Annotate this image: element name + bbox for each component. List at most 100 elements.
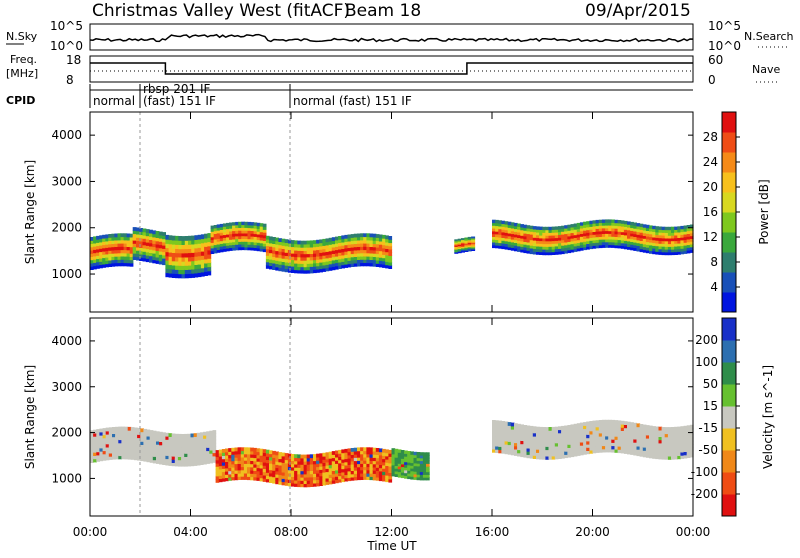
range-time-cell [243, 450, 248, 455]
range-time-cell [226, 245, 230, 249]
range-time-cell [620, 239, 625, 244]
range-time-cell [306, 483, 311, 488]
range-time-cell [171, 439, 176, 444]
range-time-cell [633, 233, 637, 237]
range-time-cell [542, 439, 546, 444]
range-time-cell [216, 246, 221, 250]
range-time-cell [372, 466, 377, 471]
range-time-cell [207, 237, 212, 243]
range-time-cell [269, 239, 273, 244]
range-time-cell [108, 430, 113, 435]
range-time-cell [300, 457, 305, 462]
range-time-cell [124, 436, 129, 441]
range-time-cell [235, 235, 239, 240]
range-time-cell [309, 246, 314, 251]
colorbar-tick-label: 12 [703, 230, 718, 244]
range-time-cell [331, 463, 336, 468]
range-time-cell [457, 245, 462, 248]
range-time-cell [256, 473, 261, 478]
range-time-cell [467, 246, 472, 249]
range-time-cell [407, 464, 411, 469]
range-time-cell [570, 446, 575, 451]
colorbar-swatch [722, 292, 736, 313]
range-time-cell [677, 439, 681, 444]
range-time-cell [611, 429, 615, 434]
range-time-cell [617, 439, 622, 444]
range-time-cell [686, 454, 691, 458]
range-time-cell [601, 442, 606, 447]
range-time-cell [583, 221, 587, 226]
range-time-cell [558, 429, 562, 434]
range-time-cell [253, 454, 257, 459]
range-time-cell [664, 455, 669, 460]
range-time-cell [344, 474, 349, 479]
range-time-cell [165, 432, 170, 437]
range-time-cell [347, 470, 352, 475]
range-time-cell [272, 450, 276, 455]
range-time-cell [498, 430, 502, 434]
range-time-cell [99, 444, 104, 449]
range-time-cell [378, 240, 383, 245]
cpid-label: CPID [6, 94, 35, 107]
range-time-cell [262, 474, 267, 479]
range-time-cell [583, 244, 587, 248]
range-time-cell [620, 231, 625, 235]
range-time-cell [181, 459, 185, 464]
range-time-cell [287, 239, 292, 244]
range-time-cell [159, 441, 163, 446]
range-time-cell [102, 437, 107, 442]
range-time-cell [193, 452, 198, 457]
range-time-cell [278, 260, 283, 265]
range-time-cell [272, 457, 276, 462]
range-time-cell [667, 251, 672, 256]
range-time-cell [155, 231, 160, 235]
range-time-cell [149, 446, 154, 450]
range-time-cell [338, 261, 342, 266]
range-time-cell [162, 448, 166, 453]
range-time-cell [218, 468, 223, 473]
colorbar-swatch [722, 494, 736, 517]
range-time-cell [658, 449, 663, 453]
range-time-cell [680, 435, 685, 440]
range-time-cell [407, 459, 411, 463]
range-time-cell [649, 244, 653, 249]
range-time-cell [194, 264, 199, 270]
range-time-cell [124, 439, 129, 444]
range-time-cell [93, 265, 97, 270]
range-time-cell [372, 463, 377, 468]
range-time-cell [187, 462, 192, 467]
range-time-cell [188, 252, 192, 258]
range-time-cell [108, 256, 112, 261]
range-time-cell [674, 251, 678, 255]
range-time-cell [328, 451, 333, 456]
range-time-cell [165, 272, 170, 278]
range-time-cell [353, 237, 358, 241]
range-time-cell [184, 256, 189, 262]
range-time-cell [306, 256, 311, 261]
range-time-cell [287, 252, 292, 257]
range-time-cell [272, 476, 276, 481]
range-time-cell [397, 468, 402, 473]
range-time-cell [388, 265, 393, 269]
range-time-cell [319, 456, 323, 461]
range-time-cell [335, 473, 339, 477]
range-time-cell [171, 244, 176, 249]
range-time-cell [586, 246, 590, 250]
range-time-cell [576, 423, 581, 427]
colorbar-tick-label: 200 [695, 333, 718, 347]
range-time-cell [520, 243, 524, 247]
range-time-cell [184, 437, 188, 441]
range-time-cell [561, 250, 565, 255]
range-time-cell [397, 465, 402, 470]
range-time-cell [284, 258, 289, 263]
range-time-cell [649, 425, 653, 430]
range-time-cell [191, 264, 195, 270]
range-time-cell [545, 251, 550, 256]
range-time-cell [121, 426, 126, 431]
range-time-cell [357, 460, 361, 465]
range-time-cell [658, 433, 663, 437]
range-time-cell [388, 236, 393, 240]
range-time-cell [554, 452, 559, 457]
range-time-cell [244, 224, 249, 228]
